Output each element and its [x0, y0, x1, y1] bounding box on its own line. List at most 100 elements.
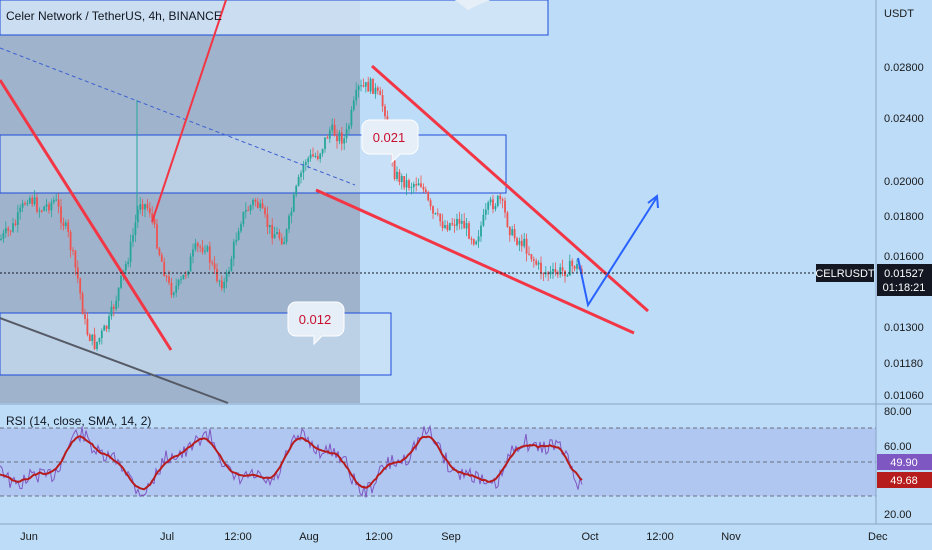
candle-body — [432, 206, 434, 214]
candle-body — [189, 256, 192, 272]
zone-box-top[interactable] — [0, 0, 549, 36]
candle-body — [256, 201, 259, 208]
candle-body — [168, 276, 170, 283]
candle-body — [463, 220, 466, 229]
zone-box-middle[interactable] — [0, 134, 507, 194]
candle-body — [398, 171, 401, 183]
candle-body — [225, 272, 228, 282]
candle-body — [278, 232, 281, 239]
projection-arrow[interactable] — [577, 196, 658, 308]
candle-body — [508, 226, 511, 236]
candle-body — [376, 87, 379, 91]
candle-body — [52, 200, 55, 203]
uptrend-line[interactable] — [151, 0, 227, 223]
candle-body — [2, 233, 5, 239]
candle-body — [441, 221, 444, 228]
candle-body — [295, 185, 298, 195]
candle-body — [321, 149, 324, 154]
candle-body — [561, 267, 564, 271]
candle-body — [45, 204, 48, 207]
candle-body — [446, 225, 449, 230]
candle-body — [64, 222, 67, 227]
rsi-value-tag — [877, 454, 932, 470]
candle-body — [518, 240, 521, 245]
candle-body — [204, 251, 206, 253]
candle-body — [259, 203, 262, 208]
candle-body — [103, 325, 106, 331]
candle-body — [14, 223, 17, 225]
symbol-tag — [816, 264, 874, 282]
candle-body — [542, 273, 545, 275]
wedge-upper-line[interactable] — [371, 64, 649, 313]
candle-body — [100, 330, 103, 339]
candle-body — [535, 260, 538, 265]
price-tick: 0.01180 — [884, 358, 923, 370]
dashed-trendline[interactable] — [0, 47, 356, 186]
candle-body — [31, 197, 34, 205]
candle-body — [273, 234, 276, 239]
candle-body — [182, 274, 185, 280]
candle-body — [98, 338, 101, 342]
candle-body — [288, 215, 290, 230]
candle-body — [576, 264, 578, 269]
candle-body — [511, 229, 514, 236]
candle-body — [165, 276, 168, 278]
candle-body — [141, 204, 144, 210]
candle-body — [211, 262, 214, 264]
candle-body — [343, 138, 346, 144]
candle-body — [88, 334, 91, 341]
candle-body — [156, 224, 158, 249]
candle-body — [175, 285, 178, 293]
time-axis[interactable]: Jun Jul 12:00 Aug 12:00 Sep Oct 12:00 No… — [20, 531, 888, 543]
price-axis[interactable]: USDT 0.02800 0.02400 0.02000 0.01800 0.0… — [884, 8, 924, 402]
candle-body — [331, 124, 334, 131]
candle-body — [283, 242, 286, 245]
candle-body — [374, 87, 377, 94]
candle-body — [352, 100, 355, 110]
countdown-text: 01:18:21 — [883, 282, 926, 294]
candle-body — [408, 180, 410, 188]
candle-body — [319, 153, 322, 159]
candle-body — [38, 210, 41, 212]
wedge-lower-line[interactable] — [315, 188, 635, 335]
callout-upper[interactable]: 0.021 — [361, 119, 419, 164]
candle-body — [369, 78, 372, 92]
candle-body — [427, 191, 430, 201]
candles — [0, 76, 583, 352]
candle-body — [60, 206, 62, 223]
candle-body — [472, 239, 475, 245]
candle-body — [470, 238, 473, 240]
candle-body — [568, 260, 571, 276]
candle-body — [530, 254, 533, 260]
candle-body — [9, 230, 12, 232]
candle-body — [112, 306, 115, 310]
candle-body — [146, 204, 149, 209]
callout-lower[interactable]: 0.012 — [287, 301, 345, 346]
candle-body — [501, 199, 504, 201]
gray-trendline[interactable] — [0, 317, 229, 404]
candle-body — [420, 183, 422, 187]
candle-body — [228, 271, 230, 273]
candle-body — [177, 279, 180, 286]
candle-body — [21, 203, 24, 208]
candle-body — [532, 259, 535, 261]
downtrend-line[interactable] — [0, 79, 173, 351]
candle-body — [328, 130, 331, 139]
candle-body — [516, 238, 518, 245]
candle-body — [220, 280, 223, 289]
candle-body — [194, 243, 197, 250]
candle-body — [127, 261, 130, 264]
candle-body — [460, 220, 463, 224]
candle-body — [458, 218, 461, 224]
candle-body — [405, 180, 408, 188]
candle-body — [396, 171, 398, 179]
candle-body — [348, 125, 350, 130]
candle-body — [105, 325, 108, 329]
candle-body — [139, 204, 142, 210]
candle-body — [307, 158, 310, 163]
candle-body — [33, 197, 36, 205]
rsi-axis[interactable]: 80.00 60.00 20.00 — [884, 406, 912, 521]
rsi-sma-text: 49.68 — [890, 475, 918, 487]
